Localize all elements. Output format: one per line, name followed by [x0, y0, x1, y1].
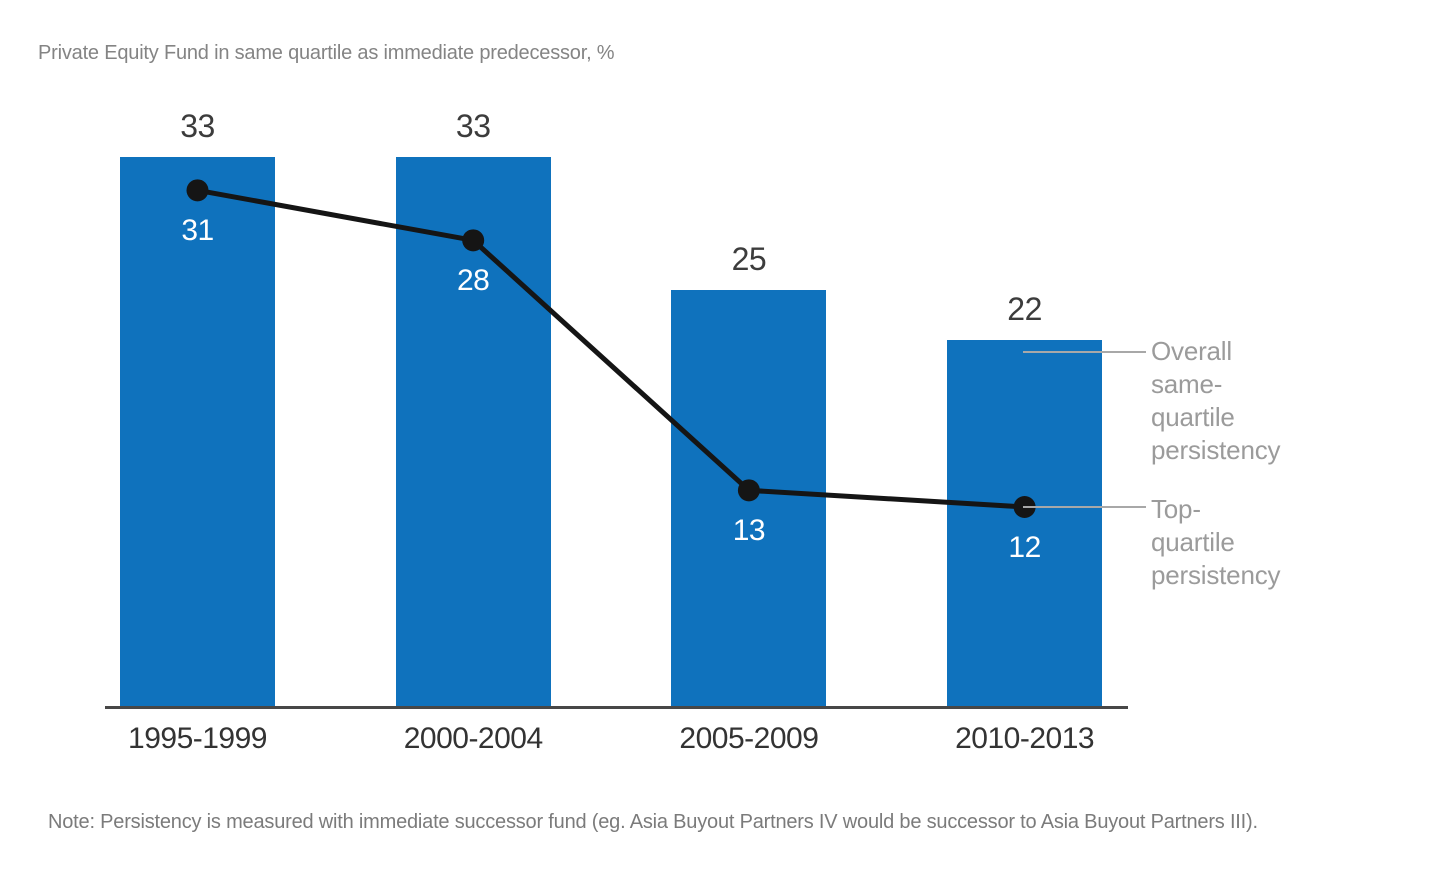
bar-value-label: 33 [180, 108, 215, 144]
x-axis-line [105, 706, 1128, 709]
x-axis-label: 2000-2004 [403, 722, 543, 755]
legend-overall-label: Overall same-quartile persistency [1151, 336, 1281, 466]
legend-connector-line [1022, 506, 1146, 508]
x-axis-label: 2005-2009 [679, 722, 819, 755]
x-axis-label: 1995-1999 [128, 722, 267, 755]
legend-top-quartile-label: Top-quartile persistency [1151, 494, 1281, 590]
line-value-label: 28 [457, 264, 490, 298]
bar-value-label: 25 [731, 241, 767, 278]
line-value-label: 12 [1008, 531, 1041, 564]
top-quartile-line [197, 187, 1025, 510]
bar-2010-2013 [947, 340, 1103, 708]
bar-value-label: 22 [1007, 291, 1042, 328]
bar-2000-2004 [395, 157, 551, 708]
legend-connector-line [1022, 351, 1146, 354]
bar-2005-2009 [671, 290, 827, 708]
x-axis-label: 2010-2013 [955, 722, 1095, 755]
footnote: Note: Persistency is measured with immed… [48, 811, 1258, 833]
bar-value-label: 33 [455, 108, 491, 144]
chart-title: Private Equity Fund in same quartile as … [38, 42, 615, 64]
line-value-label: 31 [181, 214, 214, 248]
line-value-label: 13 [732, 514, 766, 548]
